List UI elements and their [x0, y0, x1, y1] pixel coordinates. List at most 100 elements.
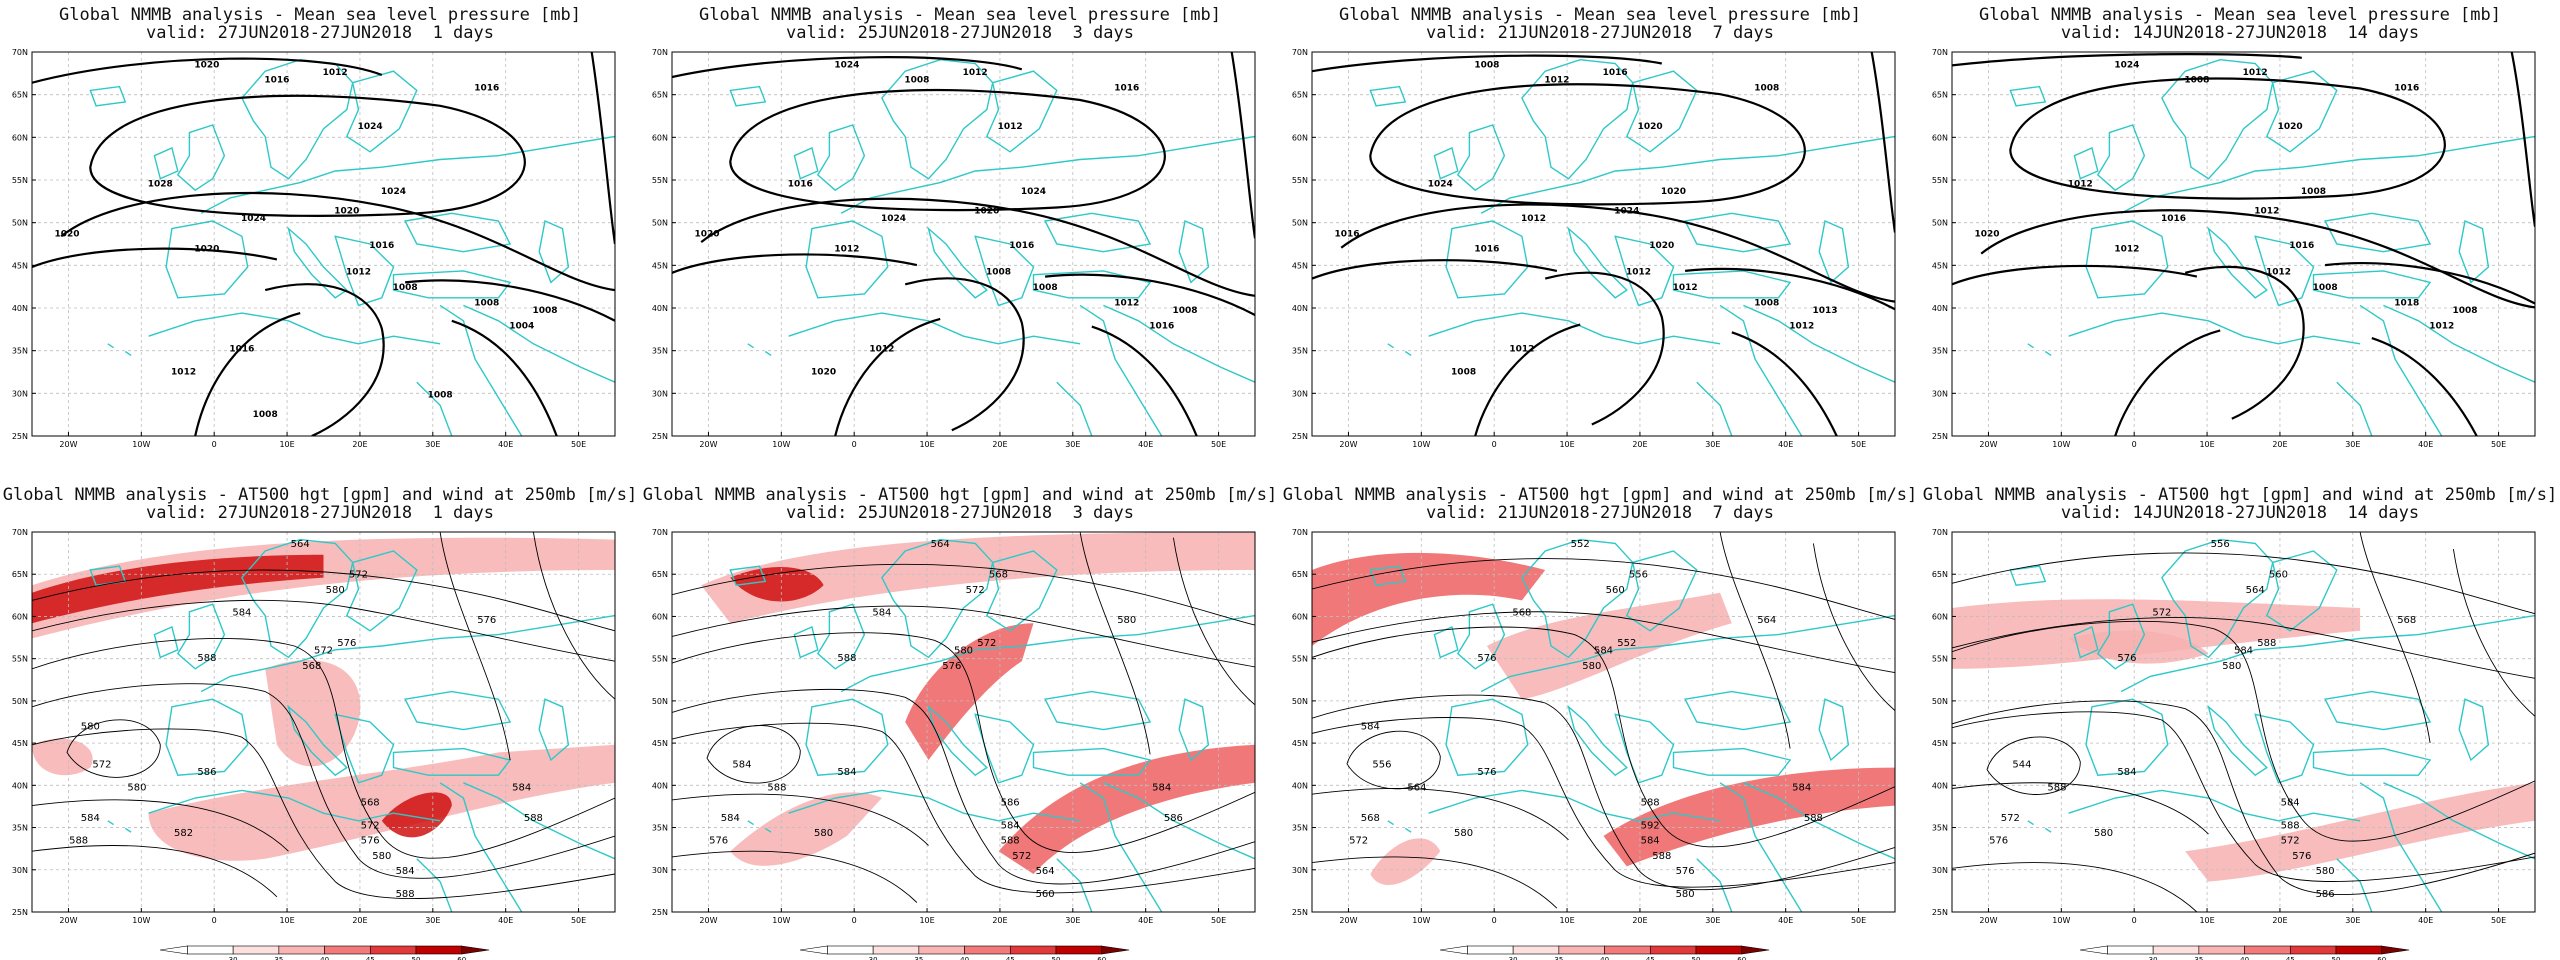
coastline — [840, 614, 1255, 693]
coastline — [729, 85, 767, 107]
contour-label: 588 — [2047, 782, 2066, 793]
x-tick-label: 30E — [1705, 916, 1720, 925]
coastline — [1743, 304, 1895, 383]
colorbar-segment — [415, 945, 463, 955]
coastline — [1178, 220, 1210, 284]
isoline — [2114, 329, 2221, 436]
coastline — [107, 343, 114, 349]
contour-label: 582 — [174, 828, 193, 839]
colorbar-segment — [1512, 945, 1560, 955]
x-tick-label: 40E — [1778, 440, 1793, 449]
contour-label: 584 — [232, 608, 251, 619]
x-tick-label: 0 — [852, 916, 857, 925]
coastline — [2068, 789, 2361, 822]
x-tick-label: 40E — [1138, 440, 1153, 449]
coastline — [538, 220, 570, 284]
contour-label: 1012 — [2068, 179, 2093, 189]
contour-label: 1012 — [171, 368, 196, 378]
contour-label: 1024 — [1614, 206, 1639, 216]
coastline — [1103, 304, 1255, 383]
chart-subtitle: valid: 25JUN2018-27JUN2018 3 days — [786, 503, 1134, 523]
coastline — [1480, 135, 1895, 214]
isoline — [672, 722, 1255, 894]
coastline — [2336, 381, 2373, 436]
isoline — [1952, 552, 2535, 615]
coastline — [2068, 312, 2361, 345]
chart-panel-5: Global NMMB analysis - AT500 hgt [gpm] a… — [0, 480, 640, 960]
contour-label: 1012 — [2243, 68, 2268, 78]
coastline — [1567, 226, 1628, 299]
x-tick-label: 10W — [132, 440, 150, 449]
x-tick-label: 30E — [1065, 440, 1080, 449]
y-tick-label: 50N — [1932, 219, 1948, 228]
contour-label: 1012 — [1626, 268, 1651, 278]
contour-label: 568 — [361, 798, 380, 809]
isoline — [439, 532, 511, 761]
jet-shading — [730, 567, 824, 602]
chart-panel-2: Global NMMB analysis - Mean sea level pr… — [640, 0, 1280, 480]
contour-label: 556 — [1372, 760, 1391, 771]
coastline — [2027, 820, 2034, 826]
coastline — [1044, 212, 1152, 253]
contour-label: 1016 — [474, 83, 499, 93]
contour-label: 568 — [989, 570, 1008, 581]
y-tick-label: 45N — [12, 739, 28, 748]
coastline — [89, 85, 127, 107]
y-tick-label: 50N — [1292, 697, 1308, 706]
x-tick-label: 50E — [571, 440, 586, 449]
y-tick-label: 30N — [12, 866, 28, 875]
coastline — [153, 626, 179, 659]
colorbar-arrow-right — [461, 945, 490, 955]
isoline — [1980, 209, 2535, 309]
coastline — [1079, 304, 1163, 436]
colorbar-tick-label: 60 — [2377, 956, 2386, 960]
coastline — [764, 827, 772, 833]
coastline — [1428, 312, 1721, 345]
colorbar-segment — [1558, 945, 1605, 955]
y-tick-label: 40N — [1292, 304, 1308, 313]
isoline — [2359, 532, 2431, 743]
coastline — [747, 820, 754, 826]
contour-label: 584 — [2281, 798, 2300, 809]
coastline — [881, 538, 994, 659]
x-tick-label: 20W — [699, 916, 717, 925]
contour-label: 580 — [814, 828, 833, 839]
plot-area: 564 572 580 576 584 588 568 572 576 572 580 584 588 5… — [32, 532, 615, 912]
contour-label: 576 — [1477, 653, 1496, 664]
contour-label: 560 — [2269, 570, 2288, 581]
coastline — [2096, 603, 2146, 670]
coastline — [392, 270, 512, 299]
contour-label: 1024 — [1428, 179, 1453, 189]
coastline — [2265, 550, 2338, 632]
contour-label: 1008 — [2313, 283, 2338, 293]
colorbar-segment — [872, 945, 920, 955]
coastline — [89, 565, 127, 586]
chart-panel-3: Global NMMB analysis - Mean sea level pr… — [1280, 0, 1920, 480]
coastline — [404, 690, 512, 731]
coastline — [1456, 603, 1506, 670]
contour-label: 572 — [966, 585, 985, 596]
contour-label: 1008 — [1173, 306, 1198, 316]
x-tick-label: 30E — [425, 916, 440, 925]
colorbar-tick-label: 30 — [869, 956, 878, 960]
colorbar-segment — [2335, 945, 2383, 955]
coastline — [1696, 858, 1733, 912]
y-tick-label: 45N — [652, 739, 668, 748]
coastline — [124, 827, 132, 833]
chart-subtitle: valid: 14JUN2018-27JUN2018 14 days — [2060, 503, 2420, 523]
y-tick-label: 65N — [12, 570, 28, 579]
coastline — [2265, 70, 2338, 153]
y-tick-label: 45N — [1292, 739, 1308, 748]
coastline — [805, 220, 889, 299]
x-tick-label: 10E — [2199, 916, 2214, 925]
x-tick-label: 50E — [1851, 440, 1866, 449]
coastline — [1521, 58, 1634, 180]
colorbar-tick-label: 40 — [320, 956, 329, 960]
x-tick-label: 30E — [2345, 916, 2360, 925]
contour-label: 588 — [1804, 813, 1823, 824]
chart-title: Global NMMB analysis - AT500 hgt [gpm] a… — [1922, 485, 2558, 505]
contour-label: 1008 — [904, 76, 929, 86]
coastline — [1818, 220, 1850, 284]
y-tick-label: 65N — [652, 570, 668, 579]
map-plot: 1008 1012 1016 1008 1020 1024 1012 1024 1020 1016… — [1292, 48, 1896, 449]
